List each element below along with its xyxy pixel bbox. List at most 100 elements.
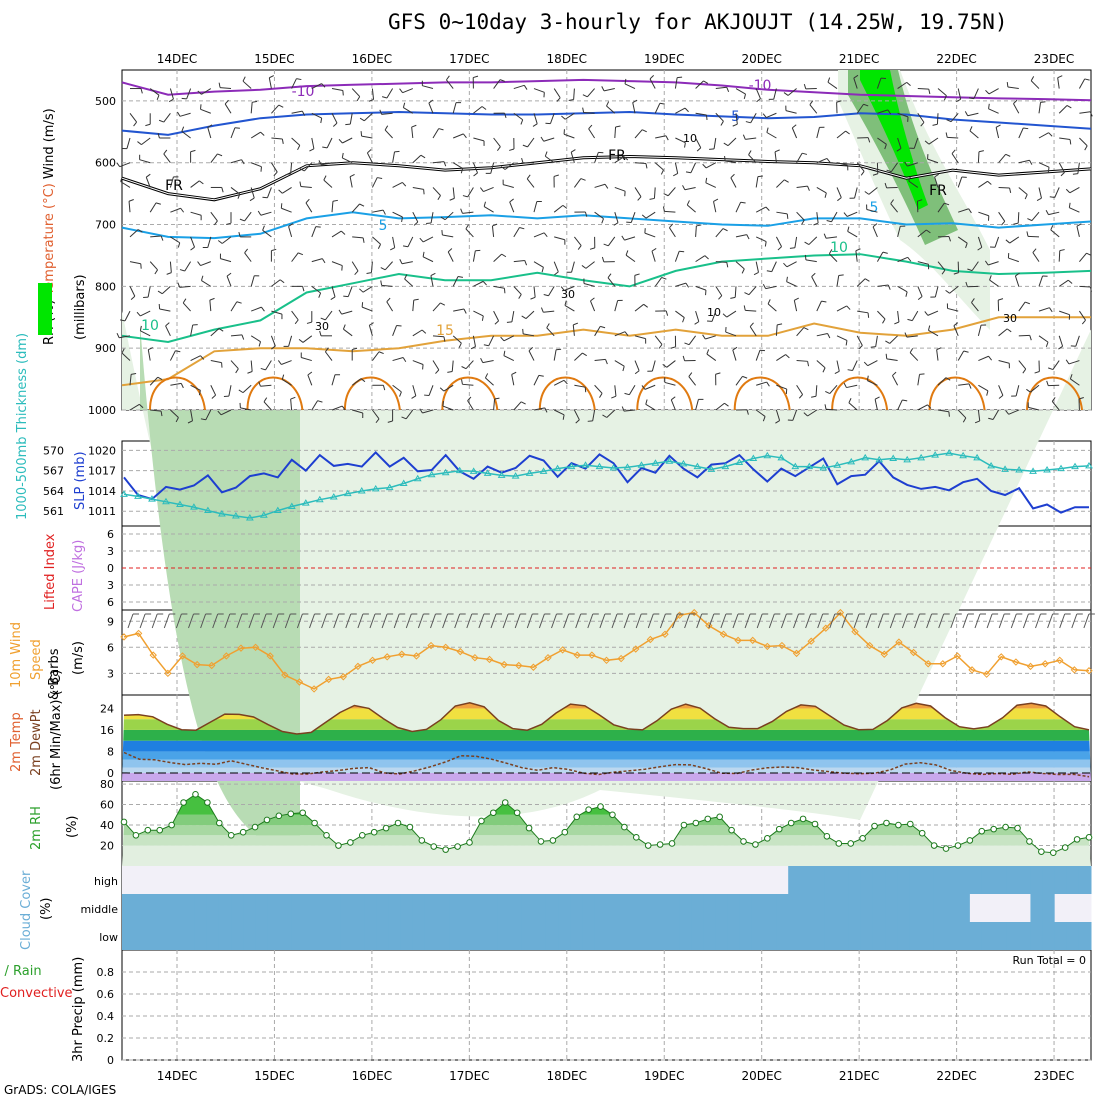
wind-barb-flag — [1050, 225, 1054, 231]
wind-barb — [911, 310, 919, 321]
wind-barb — [816, 157, 828, 164]
cloud-cell-low — [533, 922, 547, 950]
thickness-marker — [232, 511, 240, 519]
wind-barb-flag — [621, 406, 625, 412]
wind-barb — [331, 201, 334, 213]
wind-barb-flag — [837, 197, 842, 202]
wind-barb-flag — [375, 418, 380, 424]
wind-barb-flag — [927, 325, 931, 331]
wind-barb-flag — [867, 137, 871, 143]
wind-barb — [403, 107, 414, 114]
wind-barb-flag — [522, 144, 528, 148]
wind-barb-flag — [743, 93, 747, 100]
wind-barb — [386, 301, 394, 312]
cloud-cell-low — [848, 922, 862, 950]
wind-barb-flag — [544, 151, 548, 157]
rh2m-marker — [358, 831, 366, 839]
wind-barb — [725, 331, 737, 337]
thickness-marker — [357, 486, 366, 494]
wind-barb-flag — [601, 86, 605, 92]
wind-barb — [726, 310, 737, 318]
wind-barb — [897, 137, 902, 149]
wind-barb — [411, 127, 414, 139]
cloud-cell-middle — [824, 894, 838, 922]
cloud-cell-low — [1066, 922, 1080, 950]
wind-barb — [815, 385, 818, 397]
wind-barb-flag — [589, 247, 595, 250]
wind-barb-flag — [662, 206, 665, 212]
cloud-cell-low — [158, 922, 171, 950]
wind-barb — [808, 236, 818, 245]
wind-barb — [523, 333, 535, 337]
rh2m-marker — [382, 824, 390, 832]
wind-barb — [755, 350, 761, 361]
wind-barb-flag — [801, 219, 805, 225]
wind-axis-title-3: & Barbs — [47, 648, 62, 700]
wind-barb — [467, 187, 474, 198]
wind-barb-flag — [905, 291, 908, 297]
thickness-marker — [287, 502, 296, 510]
wind-barb-flag — [402, 102, 406, 108]
wind-barb-flag — [649, 75, 655, 80]
wind-barb-flag — [362, 237, 365, 243]
temp-tick-label: 0 — [107, 767, 114, 780]
wind-barb-flag — [528, 346, 534, 352]
wind-barb-flag — [887, 284, 891, 290]
wind-barb-flag — [553, 174, 559, 177]
wind-barb-flag — [262, 225, 265, 231]
wind-barb-flag — [662, 363, 668, 368]
wind-barb — [856, 103, 864, 114]
wind-barb-flag — [1027, 218, 1033, 222]
rh2m-marker — [311, 819, 318, 827]
cloud-cell-middle — [255, 894, 268, 922]
surface-wind-barb — [272, 613, 279, 629]
wind-barb — [715, 286, 723, 296]
wind-barb — [674, 77, 678, 89]
wind-barb-flag — [470, 346, 476, 350]
wind-barb — [553, 349, 557, 361]
temp-axis-title-2: 2m DewPt — [29, 709, 44, 776]
wind-barb — [452, 162, 463, 169]
wind-barb-flag — [803, 84, 807, 90]
wind-barb-flag — [158, 119, 164, 123]
wind-barb-flag — [226, 222, 232, 226]
wind-barb-flag — [896, 148, 902, 152]
wind-barb-flag — [218, 328, 224, 332]
wind-barb — [361, 306, 373, 312]
wind-barb — [630, 212, 636, 223]
wind-barb-flag — [601, 256, 605, 262]
cloud-cell-middle — [994, 894, 1007, 922]
wind-barb-flag — [988, 103, 990, 109]
wind-barb-flag — [387, 420, 393, 423]
wind-barb-flag — [804, 241, 810, 245]
wind-barb — [169, 88, 174, 100]
wind-barb-flag — [269, 75, 274, 79]
wind-barb — [1031, 211, 1040, 221]
wind-speed-marker — [617, 654, 625, 663]
rh2m-marker — [775, 825, 783, 833]
wind-barb — [917, 261, 929, 265]
cloud-cell-middle — [521, 894, 535, 922]
wind-barb — [128, 201, 131, 213]
wind-barb — [614, 186, 626, 192]
thickness-marker — [567, 462, 576, 470]
wind-barb — [527, 137, 535, 148]
wind-barb — [1038, 307, 1050, 312]
wind-barb-flag — [746, 409, 749, 415]
wind-barb — [412, 154, 422, 164]
wind-barb-flag — [182, 298, 187, 304]
precip-tick-label: 0.4 — [97, 1010, 115, 1023]
wind-barb-flag — [1081, 319, 1086, 325]
wind-barb — [664, 210, 676, 213]
wind-barb-flag — [670, 396, 676, 401]
wind-barb-flag — [1069, 374, 1073, 380]
cloud-cell-middle — [679, 894, 692, 922]
wind-barb — [262, 229, 272, 238]
rh2m-marker — [966, 837, 974, 844]
wind-barb — [853, 77, 858, 89]
wind-barb — [190, 355, 201, 361]
wind-barb-flag — [789, 247, 795, 249]
wind-barb — [343, 328, 353, 337]
surface-wind-barb — [744, 613, 751, 629]
surface-wind-barb — [938, 613, 945, 629]
